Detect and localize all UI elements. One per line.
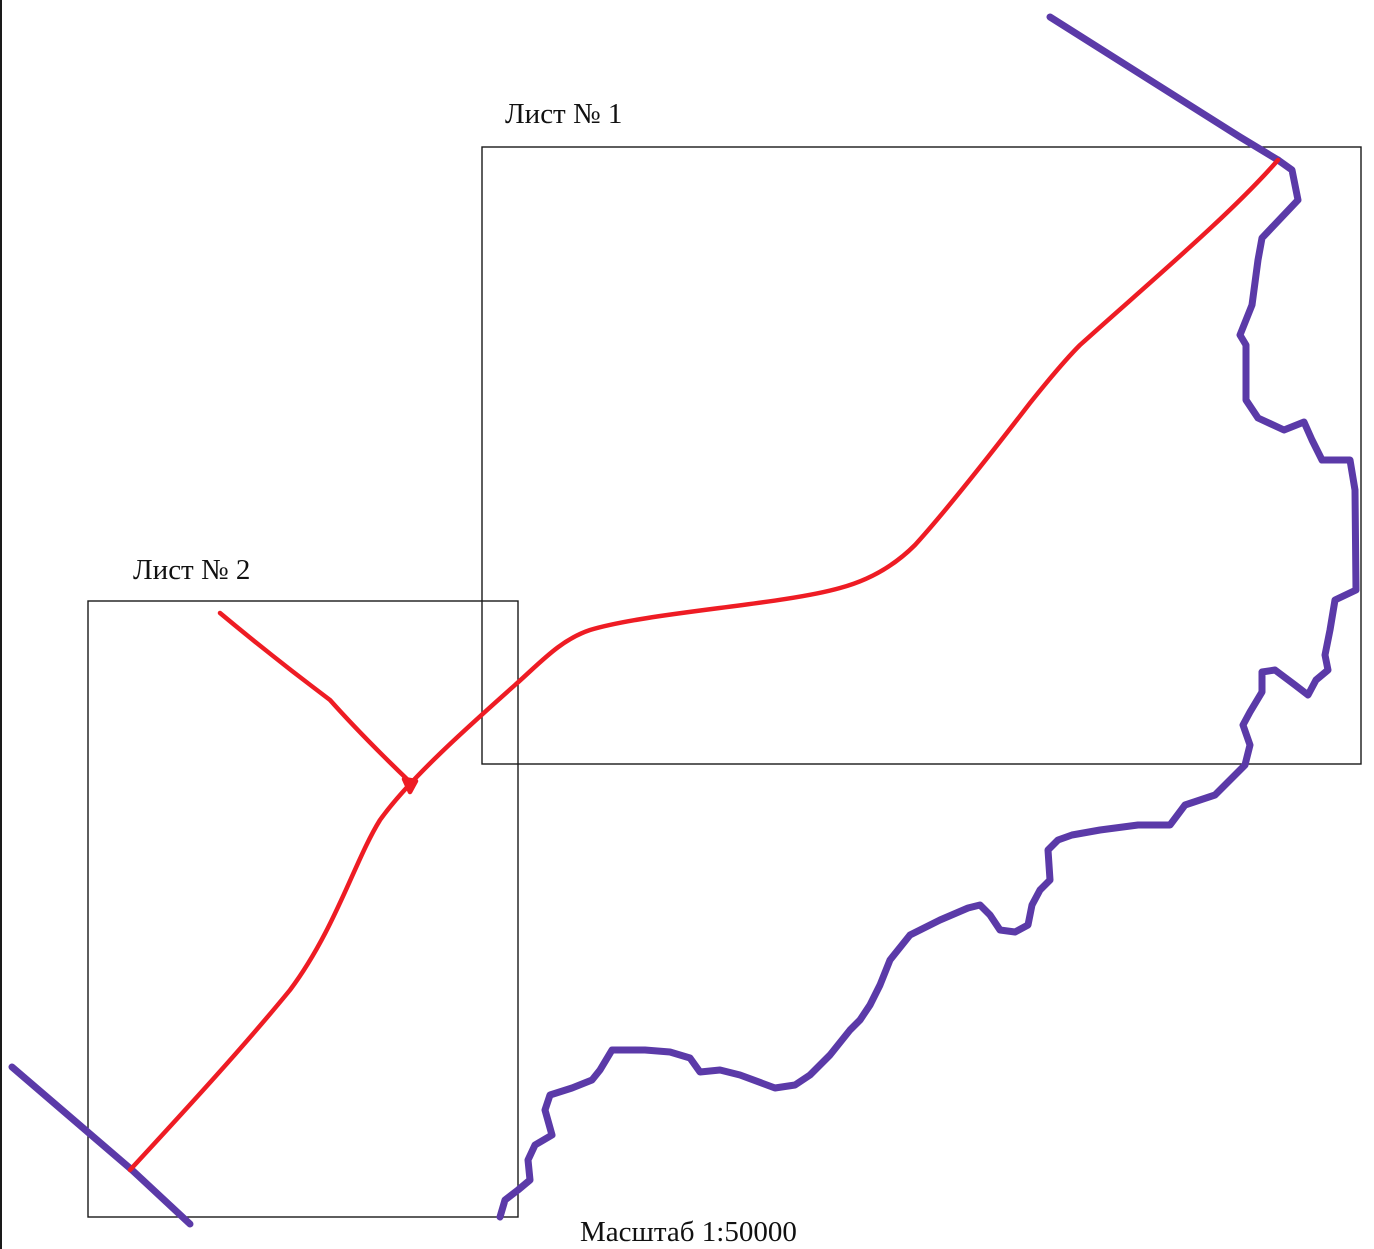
sheet-2-label: Лист № 2 <box>133 554 250 586</box>
route-network <box>127 157 1281 1173</box>
sheet-1-label: Лист № 1 <box>505 98 622 130</box>
boundary-segment-southwest <box>8 1063 194 1228</box>
route-junction-mark <box>401 776 419 795</box>
sheet-1-frame <box>481 146 1362 765</box>
scale-label: Масштаб 1:50000 <box>580 1216 797 1248</box>
boundary-segment-east <box>496 156 1360 1221</box>
administrative-boundary <box>8 13 1360 1228</box>
route-branch-line <box>217 610 413 785</box>
boundary-segment-north <box>1046 13 1282 164</box>
sheet-2-frame <box>87 600 519 1218</box>
route-main-line <box>127 157 1281 1173</box>
